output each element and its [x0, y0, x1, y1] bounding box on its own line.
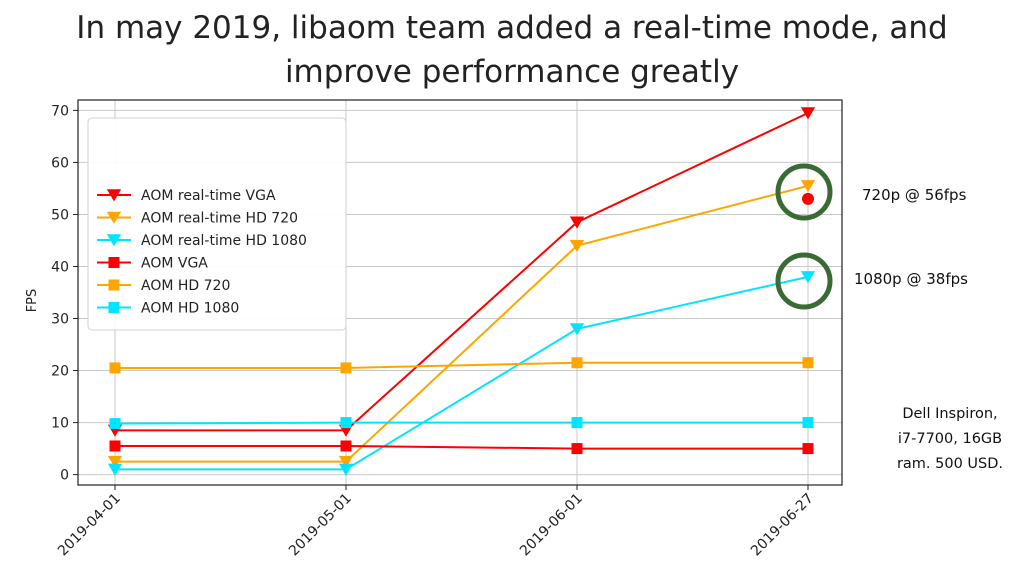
extra-data-point	[802, 192, 814, 205]
data-point	[571, 357, 583, 369]
x-tick-label: 2019-05-01	[286, 491, 355, 560]
data-point	[340, 362, 352, 374]
legend-marker	[106, 189, 122, 202]
legend-marker	[106, 211, 122, 224]
specs-line-1: Dell Inspiron,	[902, 406, 998, 422]
series-line	[114, 421, 808, 425]
data-point	[340, 417, 352, 429]
legend-marker	[108, 302, 120, 313]
data-point	[800, 107, 816, 120]
data-point	[802, 417, 814, 429]
data-point	[802, 443, 814, 455]
legend-box	[87, 117, 347, 331]
hardware-specs: Dell Inspiron, i7-7700, 16GB ram. 500 US…	[880, 402, 1020, 477]
legend-label: AOM real-time HD 720	[141, 211, 298, 227]
y-tick-label: 30	[51, 312, 69, 328]
legend-label: AOM real-time HD 1080	[141, 233, 307, 249]
y-tick-label: 0	[60, 468, 69, 484]
legend-label: AOM HD 720	[141, 278, 230, 294]
title-line-1: In may 2019, libaom team added a real-ti…	[76, 10, 948, 46]
data-point	[571, 417, 583, 429]
legend-marker	[108, 257, 120, 268]
data-point	[569, 216, 585, 229]
series-line	[115, 184, 809, 463]
legend-marker	[108, 279, 120, 291]
legend-label: AOM VGA	[141, 256, 208, 272]
data-point	[571, 443, 583, 455]
data-point	[338, 463, 354, 476]
series-line	[115, 361, 808, 369]
annotation-720p: 720p @ 56fps	[862, 186, 967, 204]
y-tick-label: 40	[51, 259, 69, 275]
data-point	[800, 271, 816, 284]
y-tick-label: 20	[51, 364, 69, 380]
data-point	[109, 362, 121, 374]
highlight-circle-1080p	[775, 252, 833, 310]
data-point	[338, 455, 354, 469]
data-point	[569, 239, 585, 253]
data-point	[109, 440, 121, 452]
y-tick-label: 60	[51, 155, 69, 171]
legend-label: AOM HD 1080	[141, 301, 239, 317]
legend-label: AOM real-time VGA	[141, 188, 276, 204]
series-line	[115, 444, 808, 450]
x-tick-label: 2019-06-27	[748, 491, 817, 560]
series-line	[115, 112, 809, 432]
y-axis-label: FPS	[25, 289, 40, 313]
highlight-circle-720p	[775, 163, 833, 221]
data-point	[107, 463, 123, 476]
plot-frame	[77, 99, 843, 486]
title-line-2: improve performance greatly	[284, 54, 740, 90]
data-point	[109, 418, 121, 430]
specs-line-3: ram. 500 USD.	[896, 456, 1004, 472]
legend-marker	[106, 234, 122, 247]
y-tick-label: 50	[51, 207, 69, 223]
data-point	[340, 440, 352, 452]
x-tick-label: 2019-04-01	[55, 491, 124, 560]
annotation-1080p: 1080p @ 38fps	[854, 270, 968, 288]
x-tick-label: 2019-06-01	[517, 491, 586, 560]
data-point	[107, 455, 123, 469]
slide-title: In may 2019, libaom team added a real-ti…	[0, 6, 1024, 94]
specs-line-2: i7-7700, 16GB	[897, 431, 1003, 447]
data-point	[569, 323, 585, 336]
y-tick-label: 70	[51, 103, 69, 119]
series-line	[115, 275, 809, 471]
data-point	[800, 180, 816, 193]
data-point	[802, 357, 814, 369]
y-tick-label: 10	[51, 416, 69, 432]
